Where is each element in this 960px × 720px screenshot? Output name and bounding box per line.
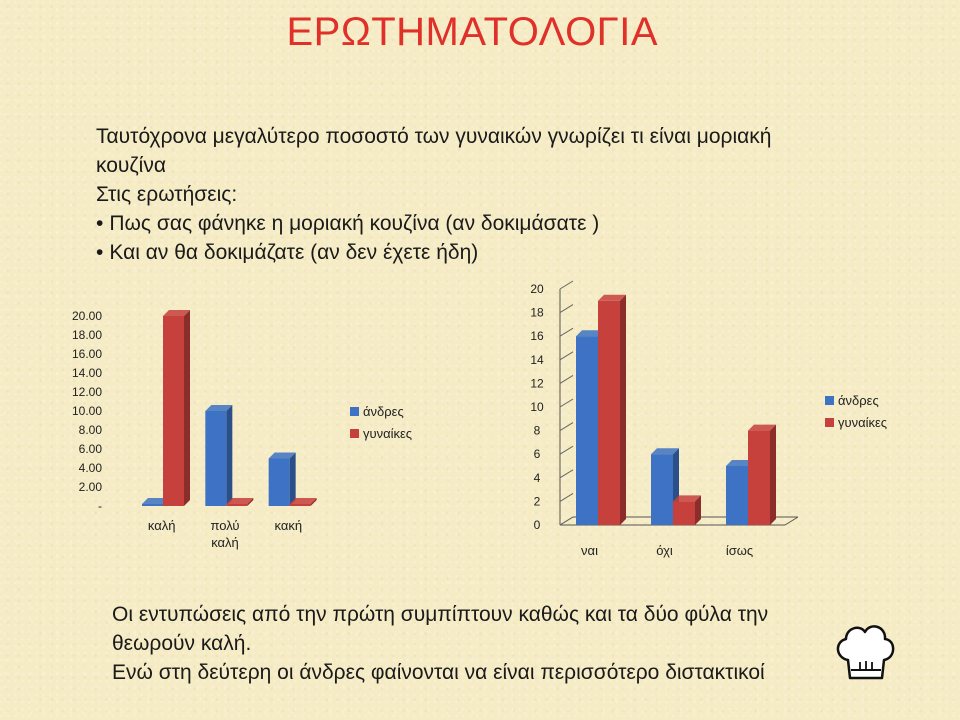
- intro-bullet-1: Πως σας φάνηκε η μοριακή κουζίνα (αν δοκ…: [96, 209, 856, 238]
- bar-γυναίκες-0: [163, 316, 184, 506]
- x-tick-label: ναι: [581, 543, 598, 558]
- chef-hat-icon: [836, 625, 895, 680]
- y-tick-label: 12: [530, 376, 544, 390]
- legend-label-0: άνδρες: [363, 404, 404, 419]
- legend-label-1: γυναίκες: [838, 415, 887, 430]
- axis-depth-line: [784, 516, 799, 526]
- conclusion-line-2: θεωρούν καλή.: [112, 632, 252, 655]
- x-tick-label: όχι: [656, 543, 673, 558]
- bar-top: [673, 495, 701, 502]
- y-tick-mark: [559, 351, 574, 361]
- y-tick-mark: [559, 422, 574, 432]
- intro-line-1: Ταυτόχρονα μεγαλύτερο ποσοστό των γυναικ…: [96, 125, 772, 148]
- legend-swatch-0: [350, 407, 359, 416]
- x-tick-label: πολύ: [210, 518, 239, 533]
- chart-impressions: - 2.00 4.00 6.00 8.00 10.00 12.00 14.00 16.00 18.…: [72, 309, 412, 550]
- y-tick-label: 14: [530, 353, 544, 367]
- y-tick-label: 2: [534, 494, 541, 508]
- conclusion-line-3: Ενώ στη δεύτερη οι άνδρες φαίνονται να ε…: [112, 661, 765, 684]
- y-tick-mark: [559, 374, 574, 384]
- y-tick-mark: [559, 280, 574, 290]
- bar-άνδρες-2: [268, 458, 290, 506]
- y-tick-label: 6.00: [79, 442, 103, 456]
- y-tick-label: 20.00: [72, 309, 102, 323]
- bar-side: [226, 405, 233, 506]
- intro-text: Ταυτόχρονα μεγαλύτερο ποσοστό των γυναικ…: [96, 122, 856, 267]
- bar-άνδρες-0: [142, 504, 163, 506]
- bar-άνδρες-1: [651, 454, 673, 525]
- bar-top: [142, 498, 169, 504]
- y-tick-label: 20: [530, 282, 544, 296]
- legend-label-1: γυναίκες: [363, 426, 412, 441]
- bar-γυναίκες-1: [673, 501, 695, 525]
- bar-top: [598, 294, 626, 301]
- y-tick-label: 8: [534, 424, 541, 438]
- y-tick-mark: [559, 469, 574, 479]
- intro-line-2: κουζίνα: [96, 154, 166, 177]
- y-tick-mark: [559, 398, 574, 408]
- y-tick-label: 2.00: [79, 480, 103, 494]
- y-tick-label: 18.00: [72, 328, 102, 342]
- bar-top: [748, 424, 776, 431]
- y-tick-label: 4: [534, 471, 541, 485]
- bar-γυναίκες-0: [598, 300, 620, 525]
- bar-top: [226, 498, 254, 504]
- x-tick-label: κακή: [275, 518, 303, 533]
- bar-side: [247, 498, 254, 506]
- conclusion-line-1: Οι εντυπώσεις από την πρώτη συμπίπτουν κ…: [112, 603, 769, 626]
- x-tick-label: καλή: [148, 518, 176, 533]
- legend-label-0: άνδρες: [838, 393, 879, 408]
- bar-top: [576, 330, 604, 337]
- y-tick-label: 16.00: [72, 347, 102, 361]
- y-tick-label: -: [98, 499, 102, 513]
- y-tick-label: 10.00: [72, 404, 102, 418]
- bar-γυναίκες-2: [748, 430, 770, 525]
- bar-top: [651, 448, 679, 455]
- intro-bullet-2: Και αν θα δοκιμάζατε (αν δεν έχετε ήδη): [96, 238, 856, 267]
- legend-swatch-1: [350, 429, 359, 438]
- y-tick-label: 0: [534, 518, 541, 532]
- y-tick-mark: [559, 304, 574, 314]
- bar-side: [770, 424, 776, 525]
- bar-top: [289, 498, 317, 504]
- legend-swatch-0: [825, 396, 834, 405]
- bar-side: [695, 495, 701, 525]
- bar-γυναίκες-1: [226, 504, 248, 506]
- conclusion-text: Οι εντυπώσεις από την πρώτη συμπίπτουν κ…: [112, 600, 872, 687]
- bar-side: [184, 310, 190, 506]
- y-tick-label: 18: [530, 306, 544, 320]
- intro-line-3: Στις ερωτήσεις:: [96, 183, 238, 206]
- legend-swatch-1: [825, 418, 834, 427]
- bar-side: [620, 294, 626, 525]
- y-tick-label: 4.00: [79, 461, 103, 475]
- bar-top: [205, 405, 233, 411]
- bar-top: [163, 310, 190, 316]
- bar-side: [289, 452, 296, 506]
- x-tick-label: καλή: [211, 535, 239, 550]
- bar-top: [726, 460, 754, 466]
- chart-willingness: 0 2 4 6 8 10 12 14 16 18 20 ναι όχι ίσως άνδρες γυναίκε…: [530, 280, 887, 558]
- y-tick-label: 6: [534, 447, 541, 461]
- x-tick-label: ίσως: [726, 543, 753, 558]
- bar-άνδρες-0: [576, 336, 598, 525]
- slide-title: ΕΡΩΤΗΜΑΤΟΛΟΓΙΑ: [286, 10, 658, 54]
- y-tick-label: 8.00: [79, 423, 103, 437]
- y-tick-label: 10: [530, 400, 544, 414]
- y-tick-mark: [559, 327, 574, 337]
- y-tick-mark: [559, 445, 574, 455]
- bar-γυναίκες-2: [289, 504, 311, 506]
- bar-side: [310, 498, 317, 506]
- bar-top: [268, 452, 296, 459]
- bar-άνδρες-2: [726, 466, 748, 525]
- y-tick-label: 14.00: [72, 366, 102, 380]
- y-tick-label: 12.00: [72, 385, 102, 399]
- y-tick-mark: [559, 516, 574, 526]
- y-tick-mark: [559, 492, 574, 502]
- bar-άνδρες-1: [205, 411, 227, 506]
- y-tick-label: 16: [530, 329, 544, 343]
